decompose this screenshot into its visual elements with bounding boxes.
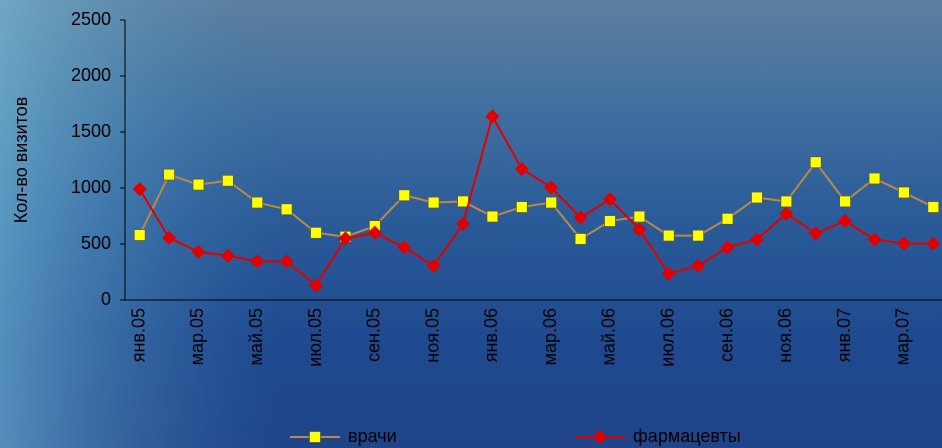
data-point bbox=[280, 203, 293, 216]
x-tick-label: сен.05 bbox=[364, 308, 384, 362]
data-point bbox=[220, 248, 235, 263]
data-point bbox=[132, 182, 147, 197]
data-point bbox=[779, 206, 794, 221]
data-point bbox=[191, 244, 206, 259]
x-tick-label: янв.05 bbox=[128, 308, 148, 362]
data-point bbox=[573, 210, 588, 225]
data-point bbox=[367, 225, 382, 240]
data-point bbox=[250, 254, 265, 269]
data-point bbox=[309, 278, 324, 293]
y-tick-label: 500 bbox=[81, 233, 111, 253]
data-point bbox=[544, 180, 559, 195]
x-tick-label: янв.06 bbox=[481, 308, 501, 362]
data-point bbox=[808, 226, 823, 241]
data-point bbox=[485, 109, 500, 124]
data-point bbox=[602, 192, 617, 207]
x-tick-label: май.05 bbox=[246, 308, 266, 365]
data-point bbox=[838, 214, 853, 229]
x-tick-label: май.06 bbox=[599, 308, 619, 365]
data-point bbox=[867, 232, 882, 247]
x-tick-label: ноя.06 bbox=[775, 308, 795, 363]
data-point bbox=[721, 212, 734, 225]
legend-marker bbox=[309, 431, 321, 443]
series-line bbox=[138, 160, 934, 241]
data-point bbox=[251, 196, 264, 209]
x-tick-label: мар.07 bbox=[893, 308, 913, 365]
data-point bbox=[926, 236, 941, 251]
data-point bbox=[397, 240, 412, 255]
data-point bbox=[751, 191, 763, 204]
y-axis-label: Кол-во визитов bbox=[11, 97, 31, 224]
legend-marker bbox=[593, 430, 607, 444]
x-tick-label: июл.06 bbox=[658, 308, 678, 367]
data-point bbox=[839, 195, 852, 208]
data-point bbox=[868, 172, 881, 185]
y-tick-label: 2000 bbox=[71, 65, 111, 85]
data-point bbox=[514, 161, 529, 176]
data-point bbox=[133, 229, 146, 241]
data-point bbox=[720, 240, 735, 255]
data-point bbox=[632, 222, 647, 237]
x-tick-label: янв.07 bbox=[834, 308, 854, 362]
data-point bbox=[749, 232, 764, 247]
series-line bbox=[138, 113, 934, 287]
legend-label: врачи bbox=[348, 426, 397, 446]
x-tick-label: мар.05 bbox=[187, 308, 207, 365]
data-point bbox=[662, 229, 675, 242]
data-point bbox=[692, 229, 705, 242]
data-point bbox=[163, 168, 175, 181]
data-point bbox=[896, 236, 911, 251]
y-tick-label: 1000 bbox=[71, 177, 111, 197]
data-point bbox=[192, 178, 205, 191]
data-point bbox=[661, 266, 676, 281]
x-tick-label: сен.06 bbox=[716, 308, 736, 362]
x-tick-label: ноя.05 bbox=[422, 308, 442, 363]
data-point bbox=[780, 195, 793, 208]
x-tick-label: мар.06 bbox=[540, 308, 560, 365]
data-point bbox=[574, 233, 587, 245]
data-point bbox=[809, 156, 822, 169]
data-point bbox=[898, 186, 910, 199]
data-point bbox=[456, 216, 471, 231]
data-point bbox=[545, 196, 558, 209]
data-point bbox=[427, 196, 440, 209]
y-tick-label: 0 bbox=[101, 289, 111, 309]
data-point bbox=[310, 226, 322, 239]
legend-label: фармацевты bbox=[633, 426, 741, 446]
x-tick-label: июл.05 bbox=[305, 308, 325, 367]
data-point bbox=[221, 174, 234, 187]
data-point bbox=[426, 258, 441, 273]
data-point bbox=[279, 254, 294, 269]
data-point bbox=[162, 230, 177, 245]
data-point bbox=[457, 195, 469, 208]
y-tick-label: 1500 bbox=[71, 121, 111, 141]
data-point bbox=[338, 231, 353, 246]
data-point bbox=[398, 189, 411, 202]
data-point bbox=[691, 258, 706, 273]
data-point bbox=[633, 210, 646, 223]
data-point bbox=[515, 201, 528, 213]
data-point bbox=[486, 210, 499, 223]
y-tick-label: 2500 bbox=[71, 9, 111, 29]
data-point bbox=[604, 215, 616, 227]
data-point bbox=[927, 201, 940, 213]
